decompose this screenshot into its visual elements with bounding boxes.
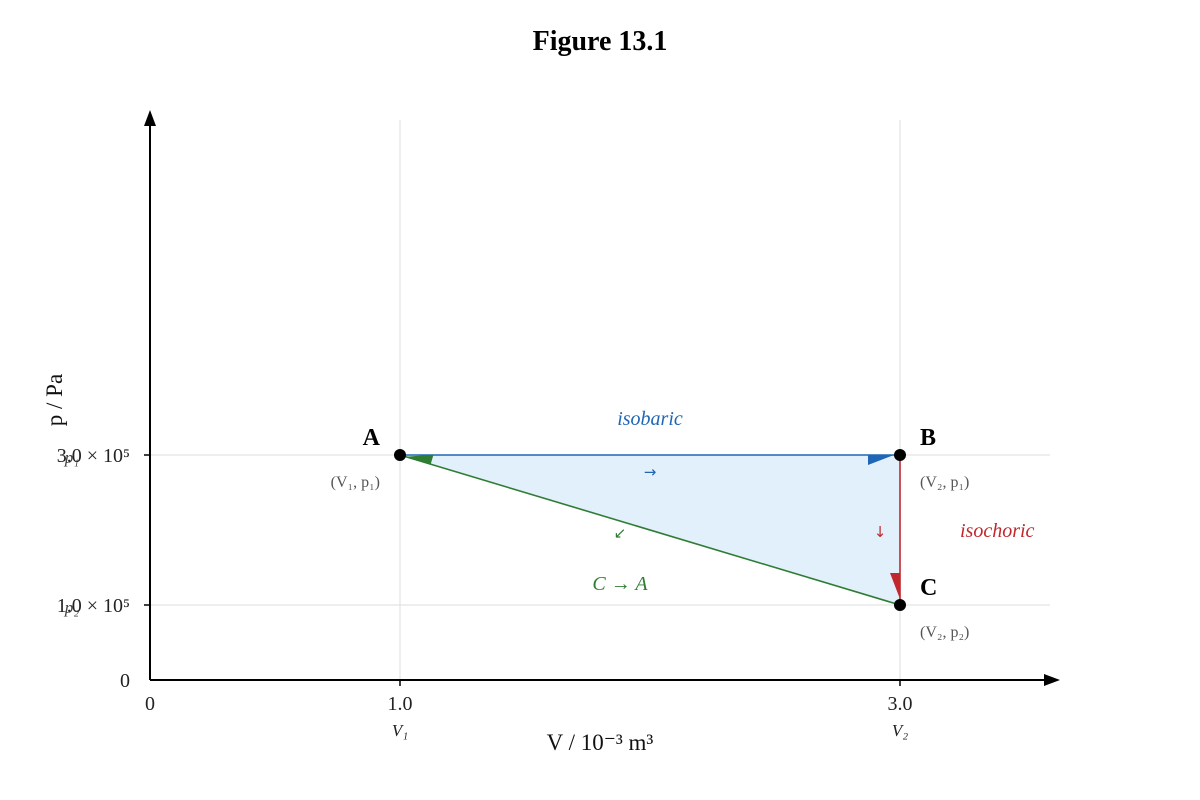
process-arrowhead-AB [868, 455, 894, 465]
y-tick-label: 1.0 × 10⁵ [57, 595, 130, 617]
y-tick-symbol: p₁ [64, 448, 79, 467]
processes: isobaric → isochoric ↓ C → A ↙ [399, 408, 1035, 606]
process-direction-BC: ↓ [874, 523, 887, 541]
x-tick-label: 0 [145, 693, 155, 715]
x-axis-label: V / 10⁻³ m³ [547, 730, 654, 755]
point-label-C: C [920, 575, 937, 601]
y-axis-arrowhead [144, 110, 156, 126]
point-B [894, 449, 906, 461]
axes [144, 110, 1060, 686]
point-C [894, 599, 906, 611]
process-line-CA [399, 454, 901, 606]
point-coord-C: (V₂, p₂) [920, 624, 969, 641]
figure-title: Figure 13.1 [533, 26, 668, 57]
x-tick-label: 1.0 [388, 693, 413, 715]
y-tick-label: 0 [120, 670, 130, 692]
process-direction-AB: → [644, 463, 657, 481]
process-label-BC: isochoric [960, 520, 1035, 542]
x-tick-symbol: V₁ [392, 721, 408, 740]
x-tick-label: 3.0 [888, 693, 913, 715]
y-axis-label: p / Pa [42, 374, 67, 426]
x-tick-symbol: V₂ [892, 721, 908, 740]
x-axis-arrowhead [1044, 674, 1060, 686]
point-label-B: B [920, 425, 936, 451]
y-tick-label: 3.0 × 10⁵ [57, 445, 130, 467]
point-label-A: A [363, 425, 381, 451]
process-label-CA: C → A [592, 573, 648, 595]
point-coord-A: (V₁, p₁) [331, 474, 380, 491]
process-arrowhead-BC [890, 573, 900, 599]
process-arrowhead-CA [405, 454, 434, 465]
grid-lines [150, 120, 1050, 680]
state-points: A (V₁, p₁) B (V₂, p₁) C (V₂, p₂) [331, 425, 970, 641]
process-label-AB: isobaric [617, 408, 683, 430]
point-coord-B: (V₂, p₁) [920, 474, 969, 491]
process-direction-CA: ↙ [614, 524, 627, 542]
y-tick-symbol: p₂ [64, 598, 80, 617]
point-A [394, 449, 406, 461]
